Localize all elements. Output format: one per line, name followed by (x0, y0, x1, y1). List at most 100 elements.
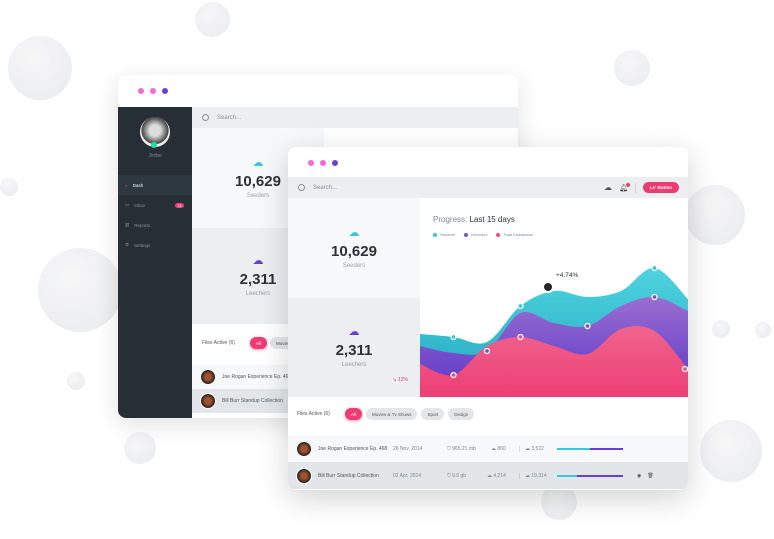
cloud-icon[interactable]: ☁ (604, 183, 613, 192)
chart-title: Progress: Last 15 days (433, 215, 515, 224)
bubble (124, 432, 156, 464)
bubble (755, 322, 771, 338)
file-name: Joe Rogan Experience Ep. 468 (318, 445, 388, 452)
bubble (38, 248, 122, 332)
user-name[interactable]: Jimbo (148, 153, 162, 159)
control-dot[interactable] (332, 160, 338, 166)
series-area-total-downloads (420, 326, 688, 397)
avatar (296, 440, 312, 457)
file-size: ⛉ 965.21 mb (447, 445, 476, 452)
bubble (685, 185, 745, 245)
legend-item[interactable]: Seeders (433, 232, 455, 237)
seeders-label: Seeders (342, 262, 366, 269)
search-icon (298, 184, 305, 191)
leechers-card: ☁ 2,311 Leechers ↘ 12% (288, 298, 420, 397)
data-point[interactable] (450, 333, 457, 341)
bubble (541, 484, 577, 520)
leechers-label: Leechers (245, 290, 271, 297)
upload-count: ☁ 3,522 (519, 445, 553, 452)
data-point[interactable] (651, 264, 658, 272)
area-chart: +4.74% (420, 264, 688, 397)
bubble (0, 178, 18, 196)
avatar (200, 393, 216, 409)
sidebar: Jimbo ◒ Dash ▭ Inbox 11 ▥ Reports ⚙ Settings (118, 107, 192, 418)
files-title: Files Active (6) (202, 340, 235, 346)
filter-sport[interactable]: Sport (421, 408, 445, 420)
search-bar[interactable]: Search... (192, 107, 518, 128)
table-row[interactable]: Joe Rogan Experience Ep. 468 26 Nov, 201… (288, 435, 688, 462)
chart-legend: Seeders Leechers Total Downloads (433, 232, 533, 237)
file-size: ⛉ 9.8 gb (447, 472, 467, 479)
filter-design[interactable]: Design (448, 408, 475, 420)
eye-icon[interactable]: ◉ (637, 472, 642, 479)
leechers-value: 2,311 (239, 270, 277, 288)
seeders-value: 10,629 (331, 242, 377, 260)
avatar (200, 369, 216, 385)
data-point[interactable] (651, 293, 658, 301)
online-status-dot (151, 142, 157, 148)
leechers-change: ↘ 12% (392, 377, 408, 383)
bubble (8, 36, 72, 100)
bubble (614, 50, 650, 86)
data-point[interactable] (450, 371, 457, 379)
window-controls (308, 160, 338, 166)
bubble (700, 420, 762, 482)
bubble (712, 320, 730, 338)
seeders-label: Seeders (246, 192, 270, 199)
sidebar-item-inbox[interactable]: ▭ Inbox 11 (125, 202, 184, 208)
bell-icon[interactable]: 🔔︎ (619, 182, 630, 192)
inbox-icon: ▭ (125, 202, 130, 207)
gear-icon: ⚙ (125, 242, 130, 247)
cloud-upload-icon: ☁ (252, 156, 264, 169)
filter-all[interactable]: All (250, 337, 268, 349)
seeders-value: 10,629 (235, 172, 281, 190)
data-point[interactable] (584, 322, 591, 330)
sidebar-item-settings[interactable]: ⚙ Settings (125, 242, 151, 248)
filter-all[interactable]: All (345, 408, 363, 420)
data-point[interactable] (483, 347, 491, 355)
cloud-download-icon: ☁ (348, 326, 360, 338)
cloud-upload-icon: ☁ (348, 226, 360, 239)
leechers-label: Leechers (341, 362, 367, 368)
control-dot[interactable] (320, 160, 326, 166)
progress-bar (557, 447, 623, 450)
leechers-value: 2,311 (335, 342, 373, 359)
sidebar-item-dash[interactable]: ◒ Dash (118, 175, 192, 195)
upload-count: ☁ 19,314 (519, 472, 553, 479)
highlight-point[interactable] (542, 281, 554, 293)
control-dot[interactable] (162, 88, 168, 94)
sidebar-item-reports[interactable]: ▥ Reports (125, 222, 151, 228)
download-count: ☁ 4,214 (487, 472, 506, 479)
data-point[interactable] (517, 333, 524, 341)
avatar (296, 467, 312, 484)
bubble (195, 2, 230, 37)
seeders-card: ☁ 10,629 Seeders (288, 198, 420, 298)
cloud-download-icon: ☁ (252, 254, 264, 267)
file-date: 02 Apr, 2014 (393, 472, 422, 479)
table-row[interactable]: Bill Burr Standup Collection 02 Apr, 201… (288, 462, 688, 489)
legend-item[interactable]: Leechers (463, 232, 487, 237)
search-bar[interactable]: Search... ☁ 🔔︎ Le' Button (288, 177, 688, 198)
gauge-icon: ◒ (125, 182, 128, 188)
chart-icon: ▥ (125, 222, 130, 227)
file-name: Bill Burr Standup Collection (318, 472, 379, 479)
le-button[interactable]: Le' Button (642, 182, 679, 193)
trash-icon[interactable]: 🗑︎ (647, 472, 654, 479)
filter-pills: All Movies & Tv Shows Sport Design (345, 408, 475, 420)
data-point[interactable] (517, 302, 524, 310)
progress-bar (557, 474, 623, 477)
download-count: ☁ 860 (491, 445, 506, 452)
control-dot[interactable] (138, 88, 144, 94)
legend-item[interactable]: Total Downloads (496, 232, 533, 237)
data-point[interactable] (681, 365, 688, 373)
control-dot[interactable] (308, 160, 314, 166)
divider (634, 182, 636, 193)
control-dot[interactable] (150, 88, 156, 94)
search-icon (202, 114, 209, 121)
front-window: Search... ☁ 🔔︎ Le' Button ☁ 10,629 Seeders… (288, 147, 688, 490)
annotation-label: +4.74% (556, 272, 578, 279)
window-controls (138, 88, 168, 94)
inbox-badge: 11 (175, 202, 184, 208)
filter-movies-tv[interactable]: Movies & Tv Shows (366, 408, 418, 420)
files-title: Files Active (6) (297, 411, 330, 417)
